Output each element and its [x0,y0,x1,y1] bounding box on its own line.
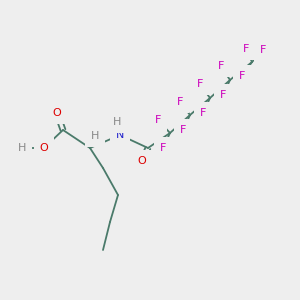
Text: H: H [91,131,99,141]
Text: F: F [155,115,161,125]
Text: O: O [40,143,48,153]
Text: F: F [239,71,245,81]
Text: F: F [200,108,206,118]
Text: F: F [180,125,186,135]
Text: O: O [52,108,62,118]
Text: F: F [218,61,224,71]
Text: F: F [177,97,183,107]
Text: H: H [18,143,26,153]
Text: N: N [116,130,124,140]
Text: F: F [260,45,266,55]
Text: F: F [197,79,203,89]
Text: O: O [138,156,146,166]
Text: F: F [160,143,166,153]
Text: F: F [220,90,226,100]
Text: F: F [243,44,249,54]
Text: H: H [113,117,121,127]
